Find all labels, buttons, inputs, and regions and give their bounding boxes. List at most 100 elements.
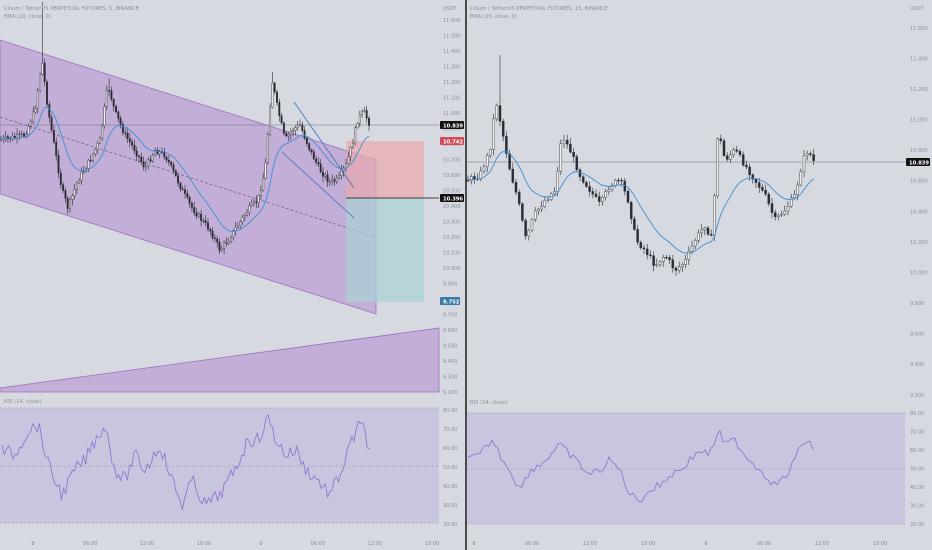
candle-body — [501, 121, 505, 137]
candle-body — [259, 190, 262, 196]
right-rsi-label[interactable]: RSI (14, close) — [470, 400, 507, 406]
candle-body — [671, 259, 675, 269]
candle-body — [138, 155, 140, 158]
candle-body — [158, 151, 161, 155]
time-tick-label: 18:00 — [641, 541, 655, 547]
candle-body — [4, 136, 7, 139]
candle-body — [69, 199, 71, 209]
axis-tick-label: 10.000 — [910, 271, 928, 277]
candle-body — [220, 248, 223, 251]
candle-body — [62, 184, 65, 191]
candle-body — [301, 124, 304, 131]
candle-body — [492, 118, 495, 150]
rising-wedge-drawing[interactable] — [0, 327, 440, 393]
candle-body — [292, 130, 295, 132]
left-chart-pane[interactable]: Cilium / TetherUS PERPETUAL FUTURES, 5, … — [0, 2, 464, 547]
candle-body — [706, 227, 710, 235]
candle-body — [218, 241, 221, 251]
candle-body — [193, 207, 196, 213]
right-ema-line — [467, 151, 814, 254]
left-rsi-pane[interactable]: RSI (14, close) 80.00 70.00 60.00 50.00 40.0… — [0, 399, 457, 528]
candle-body — [326, 174, 329, 182]
candle-body — [239, 221, 242, 227]
axis-tick-label: 9.500 — [443, 343, 457, 349]
candle-body — [700, 229, 703, 234]
candle-body — [223, 242, 226, 249]
candle-body — [479, 170, 483, 180]
right-rsi-axis: 80.00 70.00 60.00 50.00 40.00 30.00 20.00 — [910, 411, 924, 528]
candle-body — [620, 179, 623, 182]
right-symbol-title[interactable]: Cilium / TetherUS PERPETUAL FUTURES, 15,… — [470, 6, 608, 12]
candle-body — [533, 210, 537, 220]
candle-body — [312, 151, 315, 160]
time-tick-label: 12:00 — [140, 541, 154, 547]
axis-tick-label: 10.500 — [443, 188, 461, 194]
candle-body — [793, 194, 796, 199]
candle-body — [777, 214, 780, 218]
right-rsi-pane[interactable]: RSI (14, close) 80.00 70.00 60.00 50.00 40.0… — [467, 400, 924, 528]
position-profit-zone[interactable] — [346, 141, 424, 198]
candle-body — [184, 189, 186, 194]
axis-tick-label: 40.00 — [443, 484, 457, 490]
candle-body — [147, 159, 150, 167]
time-tick-label: 18:00 — [873, 541, 887, 547]
left-ema-indicator-label[interactable]: EMA (20, close, 0) — [4, 14, 51, 20]
axis-tick-label: 11.100 — [443, 95, 461, 101]
candle-body — [234, 227, 237, 231]
candle-body — [200, 213, 203, 221]
candle-body — [66, 198, 69, 209]
right-time-axis[interactable]: 8 06:00 12:00 18:00 9 06:00 12:00 18:00 — [472, 541, 887, 547]
candle-body — [349, 147, 352, 157]
left-rsi-label[interactable]: RSI (14, close) — [4, 399, 41, 405]
candle-body — [565, 140, 569, 145]
candle-body — [282, 122, 285, 134]
candle-body — [43, 62, 46, 83]
left-entry-price-value: 10.396 — [443, 197, 463, 203]
candle-body — [151, 154, 154, 162]
candle-body — [527, 230, 531, 237]
right-rsi-line — [467, 429, 814, 503]
candle-body — [578, 169, 582, 177]
candle-body — [745, 164, 748, 168]
right-rsi-band — [467, 413, 905, 524]
candle-body — [131, 141, 134, 146]
right-price-axis[interactable]: USDT 11.600 11.400 11.200 11.000 10.800 10.60… — [910, 6, 928, 399]
axis-tick-label: 10.600 — [443, 173, 461, 179]
candle-body — [124, 132, 127, 134]
candle-body — [227, 240, 230, 244]
position-stop-zone[interactable] — [346, 198, 424, 302]
candle-body — [250, 203, 253, 206]
candle-body — [530, 219, 534, 231]
trend-line-down-upper[interactable] — [293, 101, 355, 189]
right-chart-pane[interactable]: Cilium / TetherUS PERPETUAL FUTURES, 15,… — [466, 6, 930, 547]
candle-body — [299, 124, 301, 126]
candle-body — [48, 104, 51, 118]
candle-body — [639, 242, 643, 249]
right-ema-indicator-label[interactable]: EMA (20, close, 0) — [470, 14, 517, 20]
time-tick-label: 06:00 — [311, 541, 325, 547]
candle-body — [308, 143, 311, 150]
candle-body — [213, 237, 216, 240]
candle-body — [89, 159, 92, 162]
candle-body — [591, 191, 595, 195]
candle-body — [117, 111, 120, 119]
axis-tick-label: 11.400 — [443, 49, 461, 55]
candle-body — [335, 177, 338, 182]
candle-body — [661, 257, 665, 262]
left-symbol-title[interactable]: Cilium / TetherUS PERPETUAL FUTURES, 5, … — [4, 6, 139, 12]
right-candles — [466, 55, 815, 276]
candle-body — [482, 166, 486, 172]
axis-tick-label: 11.300 — [443, 64, 461, 70]
candle-body — [789, 197, 793, 207]
axis-tick-label: 50.00 — [443, 465, 457, 471]
candle-body — [144, 165, 147, 168]
left-time-axis[interactable]: 8 06:00 12:00 18:00 9 06:00 12:00 18:00 — [31, 541, 439, 547]
candle-body — [729, 154, 732, 160]
time-tick-label: 12:00 — [368, 541, 382, 547]
candle-body — [34, 108, 37, 113]
candle-body — [190, 203, 193, 208]
candle-body — [202, 220, 205, 222]
candle-body — [709, 234, 713, 236]
candle-body — [133, 144, 136, 152]
trend-line-down-lower[interactable] — [281, 151, 355, 219]
